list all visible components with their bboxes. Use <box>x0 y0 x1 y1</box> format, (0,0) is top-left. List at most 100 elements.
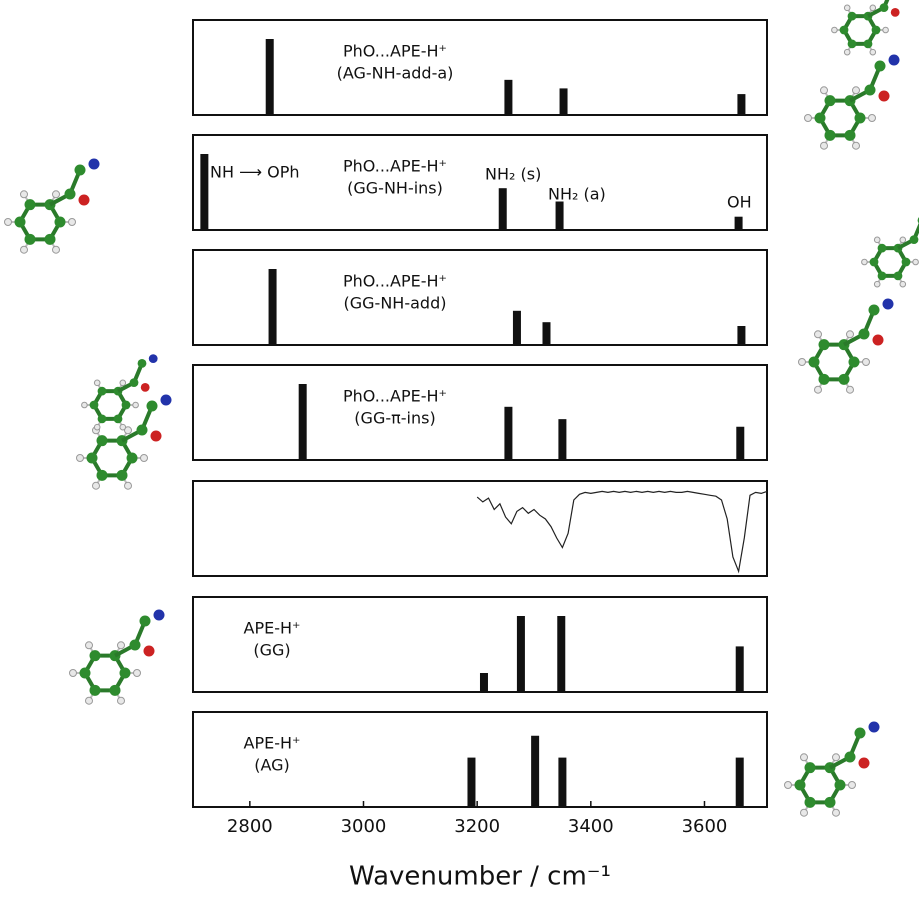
hydrogen <box>874 281 880 287</box>
x-tick-label: 3200 <box>454 816 500 837</box>
bar <box>269 269 277 345</box>
hydrogen <box>849 782 856 789</box>
carbon <box>90 685 101 696</box>
oxygen <box>79 195 90 206</box>
hydrogen <box>844 5 850 11</box>
carbon <box>795 780 806 791</box>
hydrogen <box>118 642 125 649</box>
hydrogen <box>874 237 880 243</box>
hydrogen <box>120 380 126 386</box>
hydrogen <box>53 191 60 198</box>
panel-subtitle: (AG-NH-add-a) <box>337 64 454 83</box>
hydrogen <box>862 259 868 265</box>
bar <box>200 154 208 230</box>
hydrogen <box>832 27 838 33</box>
carbon <box>859 329 870 340</box>
x-tick-label: 2800 <box>227 816 273 837</box>
bar <box>737 326 745 345</box>
hydrogen <box>801 754 808 761</box>
carbon <box>122 401 131 410</box>
hydrogen <box>141 455 148 462</box>
bar <box>736 758 744 807</box>
panel-title: PhO...APE-H⁺ <box>343 272 447 291</box>
carbon <box>839 374 850 385</box>
panel-frame <box>193 135 767 230</box>
carbon <box>805 762 816 773</box>
bar <box>542 322 550 345</box>
x-tick-label: 3400 <box>568 816 614 837</box>
panel-frame <box>193 481 767 576</box>
hydrogen <box>799 359 806 366</box>
bar <box>558 419 566 460</box>
carbon <box>855 113 866 124</box>
hydrogen <box>69 219 76 226</box>
carbon <box>880 3 889 12</box>
oxygen <box>144 646 155 657</box>
carbon <box>98 387 107 396</box>
carbon <box>864 39 873 48</box>
bar <box>735 217 743 230</box>
hydrogen <box>53 246 60 253</box>
carbon <box>90 650 101 661</box>
hydrogen <box>833 754 840 761</box>
carbon <box>140 616 151 627</box>
bar <box>499 188 507 230</box>
carbon <box>840 26 849 35</box>
carbon <box>805 797 816 808</box>
carbon <box>825 797 836 808</box>
molecule <box>785 722 880 817</box>
panel-title: PhO...APE-H⁺ <box>343 157 447 176</box>
carbon <box>825 95 836 106</box>
hydrogen <box>844 49 850 55</box>
hydrogen <box>94 424 100 430</box>
hydrogen <box>853 142 860 149</box>
carbon <box>130 378 139 387</box>
hydrogen <box>133 402 139 408</box>
hydrogen <box>805 115 812 122</box>
carbon <box>835 780 846 791</box>
carbon <box>809 357 820 368</box>
hydrogen <box>847 386 854 393</box>
molecule <box>832 0 908 55</box>
panel-frame <box>193 250 767 345</box>
carbon <box>878 244 887 253</box>
annotation: NH ⟶ OPh <box>210 163 300 182</box>
nitrogen <box>889 55 900 66</box>
carbon <box>55 217 66 228</box>
oxygen <box>151 431 162 442</box>
bar <box>556 202 564 231</box>
hydrogen <box>801 809 808 816</box>
carbon <box>87 453 98 464</box>
carbon <box>815 113 826 124</box>
panel-frame <box>193 20 767 115</box>
bar <box>480 673 488 692</box>
hydrogen <box>847 331 854 338</box>
carbon <box>130 640 141 651</box>
hydrogen <box>821 87 828 94</box>
hydrogen <box>93 482 100 489</box>
carbon <box>120 668 131 679</box>
panel-title: APE-H⁺ <box>244 734 301 753</box>
hydrogen <box>118 697 125 704</box>
hydrogen <box>94 380 100 386</box>
bar <box>736 427 744 460</box>
carbon <box>819 339 830 350</box>
bar <box>531 736 539 807</box>
hydrogen <box>86 697 93 704</box>
molecule <box>862 211 919 287</box>
oxygen <box>859 758 870 769</box>
carbon <box>855 728 866 739</box>
x-tick-label: 3000 <box>341 816 387 837</box>
molecule <box>70 610 165 705</box>
panel-frame <box>193 365 767 460</box>
carbon <box>65 189 76 200</box>
hydrogen <box>120 424 126 430</box>
panel-title: PhO...APE-H⁺ <box>343 42 447 61</box>
oxygen <box>141 383 150 392</box>
spectrum-line <box>477 491 767 571</box>
carbon <box>849 357 860 368</box>
nitrogen <box>883 299 894 310</box>
carbon <box>845 130 856 141</box>
bar <box>504 80 512 115</box>
panel-subtitle: (GG-NH-ins) <box>347 179 443 198</box>
